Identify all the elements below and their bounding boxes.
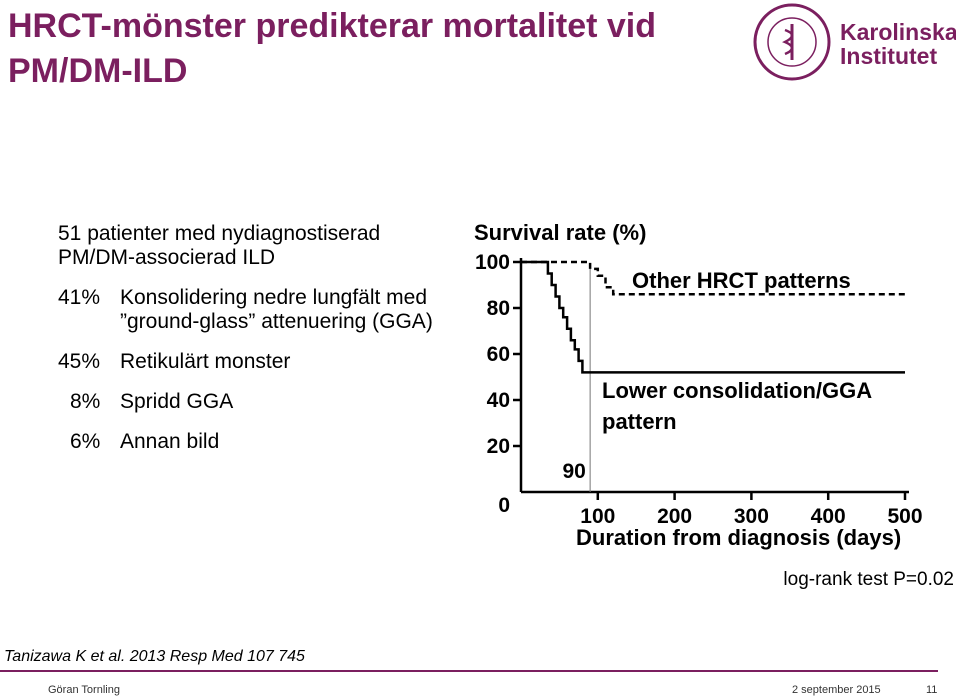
- series-label-other-patterns: Other HRCT patterns: [632, 268, 851, 293]
- y-tick-label: 100: [475, 251, 510, 274]
- bullet-text: Annan bild: [120, 430, 220, 453]
- seal-serpent-icon: [782, 28, 794, 56]
- bullet-percent: 45%: [58, 350, 101, 373]
- x-tick-label: 100: [580, 505, 615, 528]
- bullet-item: 8% Spridd GGA: [58, 390, 458, 414]
- intro-text: 51 patienter med nydiagnostiserad PM/DM-…: [58, 222, 381, 269]
- seal-inner-ring: [767, 17, 817, 67]
- footer-rule: [0, 670, 938, 672]
- survival-chart: 0 20 40 60 80 100 100 200 300 400 500 Survival rate…: [474, 220, 923, 550]
- series-label-lower-consolidation: Lower consolidation/GGA pattern: [602, 378, 872, 434]
- footer-page-number: 11: [926, 684, 938, 696]
- citation: Tanizawa K et al. 2013 Resp Med 107 745: [4, 648, 305, 665]
- x-tick-label: 200: [657, 505, 692, 528]
- logo-name-line2: Institutet: [840, 43, 937, 69]
- y-tick-label: 60: [487, 343, 510, 366]
- y-tick-label: 0: [498, 494, 510, 517]
- x-axis-title: Duration from diagnosis (days): [576, 525, 901, 550]
- bullet-item: 45% Retikulärt monster: [58, 350, 458, 374]
- bullet-text: Retikulärt monster: [120, 350, 291, 373]
- series-line-other-patterns: [521, 260, 905, 296]
- footer-date: 2 september 2015: [792, 684, 881, 696]
- x-tick-label: 300: [734, 505, 769, 528]
- bullet-percent: 8%: [70, 390, 101, 413]
- karolinska-logo: Karolinska Institutet: [753, 3, 956, 81]
- x-tick-label: 500: [887, 505, 922, 528]
- seal-outer-ring: [753, 3, 831, 81]
- logo-name-line1: Karolinska: [840, 19, 956, 45]
- series-line-lower-consolidation: [521, 260, 905, 374]
- y-tick-label: 80: [487, 297, 510, 320]
- y-tick-label: 40: [487, 389, 510, 412]
- bullet-item: 6% Annan bild: [58, 430, 458, 454]
- bullet-percent: 41%: [58, 286, 101, 309]
- y-axis-title: Survival rate (%): [474, 220, 646, 245]
- bullet-text: Spridd GGA: [120, 390, 234, 413]
- day-90-label: 90: [562, 460, 585, 483]
- bullet-text: Konsolidering nedre lungfält med ”ground…: [120, 286, 433, 333]
- bullet-list: 51 patienter med nydiagnostiserad PM/DM-…: [58, 222, 458, 470]
- slide-title: HRCT-mönster predikterar mortalitet vid …: [8, 7, 657, 90]
- x-tick-label: 400: [811, 505, 846, 528]
- y-tick-label: 20: [487, 435, 510, 458]
- logrank-text: log-rank test P=0.02: [783, 569, 954, 590]
- bullet-percent: 6%: [70, 430, 101, 453]
- footer-author: Göran Tornling: [48, 684, 120, 696]
- bullet-item: 41% Konsolidering nedre lungfält med ”gr…: [58, 286, 458, 334]
